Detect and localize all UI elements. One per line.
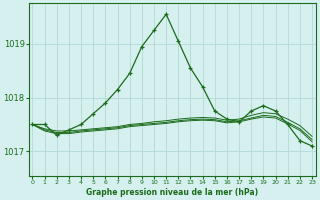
X-axis label: Graphe pression niveau de la mer (hPa): Graphe pression niveau de la mer (hPa)	[86, 188, 258, 197]
